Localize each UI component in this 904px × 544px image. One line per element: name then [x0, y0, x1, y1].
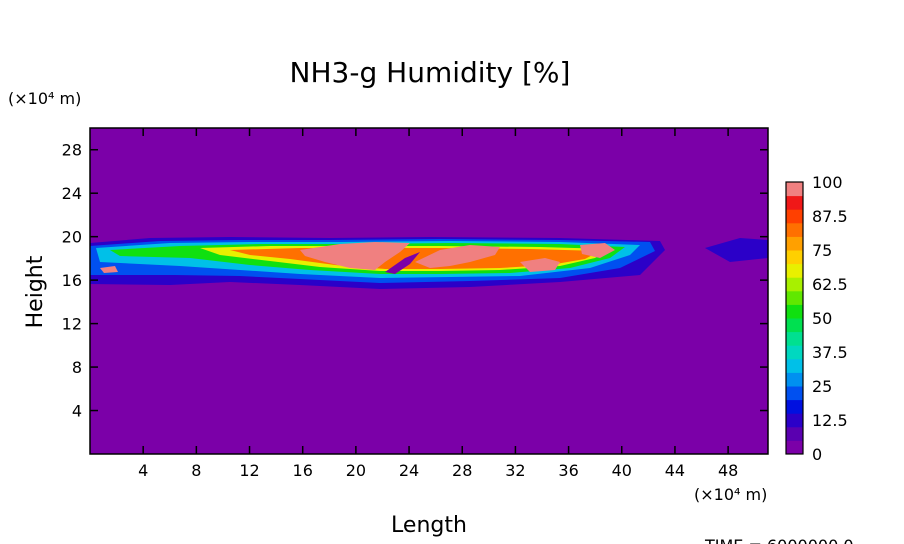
- colorbar-swatch: [786, 413, 803, 428]
- colorbar-swatch: [786, 236, 803, 251]
- chart-title: NH3-g Humidity [%]: [290, 56, 571, 89]
- colorbar-swatch: [786, 331, 803, 346]
- colorbar-swatch: [786, 440, 803, 455]
- cloud-core-right: [520, 258, 560, 272]
- x-tick-label: 16: [293, 461, 313, 480]
- x-tick-label: 8: [191, 461, 201, 480]
- y-tick-label: 28: [62, 141, 82, 160]
- x-tick-label: 12: [239, 461, 259, 480]
- cloud-core-small: [100, 266, 118, 273]
- colorbar-swatch: [786, 372, 803, 387]
- cloud-core-left: [300, 242, 410, 270]
- y-ticks: 4 8 12 16 20 24 28: [62, 141, 768, 421]
- x-unit-label: (×10⁴ m): [694, 485, 767, 504]
- y-axis-title: Height: [23, 255, 48, 328]
- colorbar-swatch: [786, 304, 803, 319]
- x-ticks: 4 8 12 16 20 24 28 32 36 40 44 48: [138, 128, 738, 480]
- y-tick-label: 4: [72, 402, 82, 421]
- x-tick-label: 44: [665, 461, 685, 480]
- y-tick-label: 8: [72, 358, 82, 377]
- colorbar-swatch: [786, 358, 803, 373]
- x-tick-label: 24: [399, 461, 419, 480]
- colorbar-label: 50: [812, 309, 832, 328]
- y-tick-label: 24: [62, 184, 82, 203]
- y-tick-label: 12: [62, 315, 82, 334]
- cloud-core-far-right: [580, 243, 615, 258]
- colorbar-swatch: [786, 182, 803, 197]
- y-tick-label: 16: [62, 271, 82, 290]
- colorbar-label: 25: [812, 377, 832, 396]
- colorbar-label: 12.5: [812, 411, 848, 430]
- x-tick-label: 28: [452, 461, 472, 480]
- time-label: TIME = 6000000.0: [704, 536, 854, 544]
- colorbar: 0 12.5 25 37.5 50 62.5 75 87.5 100: [785, 173, 848, 464]
- colorbar-swatch: [786, 386, 803, 401]
- colorbar-frame: [785, 181, 804, 455]
- x-tick-label: 48: [718, 461, 738, 480]
- colorbar-label: 75: [812, 241, 832, 260]
- colorbar-swatch: [786, 290, 803, 305]
- cloud-layer: [90, 237, 768, 289]
- colorbar-swatch: [786, 195, 803, 210]
- x-tick-label: 36: [558, 461, 578, 480]
- cloud-gap: [385, 252, 420, 274]
- colorbar-label: 37.5: [812, 343, 848, 362]
- cloud-band-low-right: [705, 238, 768, 262]
- cloud-core-middle: [415, 245, 500, 268]
- colorbar-swatch: [786, 345, 803, 360]
- x-tick-label: 20: [346, 461, 366, 480]
- colorbar-swatch: [786, 209, 803, 224]
- x-tick-label: 40: [612, 461, 632, 480]
- colorbar-swatch: [786, 318, 803, 333]
- colorbar-swatch: [786, 263, 803, 278]
- y-tick-label: 20: [62, 228, 82, 247]
- colorbar-swatch: [786, 426, 803, 441]
- colorbar-swatch: [786, 399, 803, 414]
- y-unit-label: (×10⁴ m): [8, 89, 81, 108]
- colorbar-label: 0: [812, 445, 822, 464]
- colorbar-swatch: [786, 222, 803, 237]
- plot-frame: [89, 127, 769, 455]
- x-axis-title: Length: [391, 513, 467, 538]
- colorbar-swatch: [786, 277, 803, 292]
- x-tick-label: 4: [138, 461, 148, 480]
- colorbar-label: 62.5: [812, 275, 848, 294]
- colorbar-label: 87.5: [812, 207, 848, 226]
- colorbar-swatch: [786, 250, 803, 265]
- x-tick-label: 32: [505, 461, 525, 480]
- colorbar-label: 100: [812, 173, 843, 192]
- plot-background: [90, 128, 768, 454]
